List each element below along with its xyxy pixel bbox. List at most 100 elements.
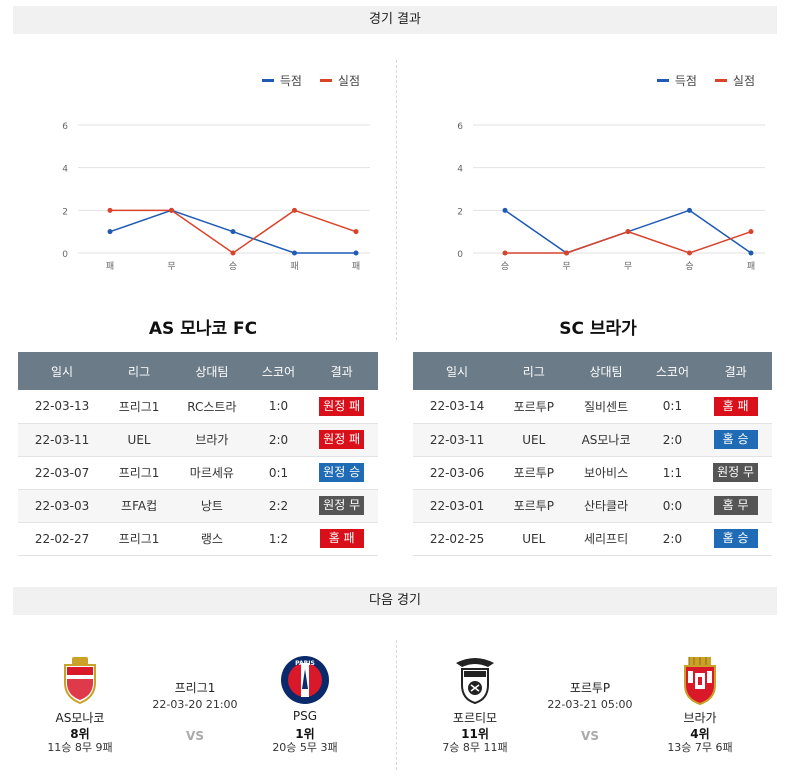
data-point-conceded (748, 229, 754, 235)
cell-league: UEL (501, 423, 567, 457)
legend-scored-swatch (261, 79, 274, 82)
cell-opponent: 보아비스 (566, 456, 646, 490)
cell-opponent: 산타클라 (566, 489, 646, 523)
right-chart-svg: 0 2 4 6 승 무 무 승 패 (457, 122, 765, 272)
result-badge: 원정 무 (319, 496, 365, 515)
cell-score: 2:0 (645, 423, 700, 457)
cell-score: 1:0 (251, 390, 306, 424)
y-tick-label: 2 (62, 207, 68, 217)
data-point-scored (687, 207, 692, 213)
cell-date: 22-02-27 (18, 522, 107, 556)
data-point-conceded (687, 250, 692, 256)
cell-score: 2:0 (251, 423, 306, 457)
vs-label: VS (186, 729, 204, 743)
legend-scored-swatch (656, 79, 669, 82)
next-match-card[interactable]: 포르티모 11위 7승 8무 11패 포르투P 22-03-21 05:00 V… (405, 655, 785, 765)
x-tick-label: 패 (747, 261, 755, 272)
x-tick-label: 패 (352, 261, 360, 272)
table-row[interactable]: 22-03-07 프리그1 마르세유 0:1 원정 승 (18, 456, 378, 490)
y-tick-label: 2 (457, 207, 463, 217)
home-team[interactable]: AS모나코 8위 11승 8무 9패 (25, 655, 135, 755)
right-team-chart: 0 2 4 6 승 무 무 승 패 득점 실점 (405, 60, 785, 280)
away-team[interactable]: PARIS PSG 1위 20승 5무 3패 (250, 655, 360, 755)
result-badge: 홈 승 (713, 529, 758, 548)
away-team-rank: 1위 (295, 727, 315, 741)
cell-score: 0:1 (251, 456, 306, 490)
header-opponent: 상대팀 (172, 352, 252, 390)
cell-league: UEL (106, 423, 173, 457)
header-result: 결과 (305, 352, 378, 390)
away-team-rank: 4위 (690, 727, 710, 741)
cell-date: 22-02-25 (413, 522, 502, 556)
cell-score: 2:2 (251, 489, 306, 523)
y-tick-label: 4 (457, 165, 463, 175)
data-point-scored (502, 207, 508, 213)
cell-score: 1:2 (251, 522, 306, 556)
legend-conceded-label: 실점 (337, 74, 360, 88)
cell-league: 프FA컵 (106, 489, 173, 523)
result-badge: 홈 무 (713, 496, 758, 515)
away-team-name: 브라가 (683, 711, 717, 725)
cell-league: UEL (501, 522, 567, 556)
cell-result: 홈 패 (305, 522, 378, 556)
table-row[interactable]: 22-03-06 포르투P 보아비스 1:1 원정 무 (413, 456, 772, 490)
home-team-name: 포르티모 (452, 711, 498, 725)
cell-date: 22-03-11 (413, 423, 502, 457)
monaco-emblem-icon (55, 655, 105, 705)
table-row[interactable]: 22-03-03 프FA컵 낭트 2:2 원정 무 (18, 489, 378, 523)
psg-emblem-icon: PARIS (280, 655, 330, 705)
cell-opponent: 브라가 (172, 423, 252, 457)
cell-date: 22-03-13 (18, 390, 107, 424)
table-row[interactable]: 22-03-14 포르투P 질비센트 0:1 홈 패 (413, 390, 772, 424)
next-match-section-header: 다음 경기 (13, 587, 777, 615)
away-team-name: PSG (292, 709, 318, 723)
x-tick-label: 무 (562, 261, 570, 272)
data-point-conceded (107, 207, 113, 213)
header-league: 리그 (501, 352, 567, 390)
header-score: 스코어 (645, 352, 700, 390)
legend-scored-label: 득점 (674, 74, 697, 88)
cell-opponent: 질비센트 (566, 390, 646, 424)
table-row[interactable]: 22-03-13 프리그1 RC스트라 1:0 원정 패 (18, 390, 378, 424)
cell-result: 홈 무 (699, 489, 772, 523)
vs-label: VS (581, 729, 599, 743)
away-team-record: 20승 5무 3패 (272, 741, 338, 754)
left-chart-svg: 0 2 4 6 패 무 승 패 패 (62, 122, 370, 272)
home-team-rank: 8위 (70, 727, 90, 741)
result-badge: 홈 패 (319, 529, 364, 548)
cell-opponent: 랭스 (172, 522, 252, 556)
data-point-scored (230, 229, 236, 235)
table-header-row: 일시 리그 상대팀 스코어 결과 (18, 352, 378, 390)
home-team-record: 11승 8무 9패 (47, 741, 113, 754)
next-match-card[interactable]: AS모나코 8위 11승 8무 9패 프리그1 22-03-20 21:00 V… (10, 655, 390, 765)
home-team[interactable]: 포르티모 11위 7승 8무 11패 (420, 655, 530, 755)
legend-conceded: 실점 (319, 72, 360, 89)
home-team-record: 7승 8무 11패 (442, 741, 508, 754)
table-row[interactable]: 22-02-25 UEL 세리프티 2:0 홈 승 (413, 522, 772, 556)
cell-score: 1:1 (645, 456, 700, 490)
x-tick-label: 승 (501, 261, 509, 272)
home-team-name: AS모나코 (55, 711, 105, 725)
y-tick-label: 0 (457, 250, 463, 260)
away-team-record: 13승 7무 6패 (667, 741, 733, 754)
left-results-table: 일시 리그 상대팀 스코어 결과 22-03-13 프리그1 RC스트라 1:0 원정 … (18, 352, 378, 556)
table-row[interactable]: 22-03-11 UEL 브라가 2:0 원정 패 (18, 423, 378, 457)
series-line-conceded (505, 230, 752, 254)
data-point-scored (353, 250, 359, 256)
header-league: 리그 (106, 352, 173, 390)
table-row[interactable]: 22-02-27 프리그1 랭스 1:2 홈 패 (18, 522, 378, 556)
table-row[interactable]: 22-03-01 포르투P 산타클라 0:0 홈 무 (413, 489, 772, 523)
away-team[interactable]: 브라가 4위 13승 7무 6패 (645, 655, 755, 755)
table-row[interactable]: 22-03-11 UEL AS모나코 2:0 홈 승 (413, 423, 772, 457)
match-league: 포르투P (569, 681, 611, 695)
data-point-scored (748, 250, 754, 256)
data-point-conceded (564, 250, 569, 256)
cell-date: 22-03-06 (413, 456, 502, 490)
header-date: 일시 (413, 352, 502, 390)
cell-score: 0:0 (645, 489, 700, 523)
result-badge: 홈 승 (713, 430, 758, 449)
cell-opponent: 세리프티 (566, 522, 646, 556)
cell-date: 22-03-01 (413, 489, 502, 523)
x-tick-label: 패 (290, 261, 298, 272)
